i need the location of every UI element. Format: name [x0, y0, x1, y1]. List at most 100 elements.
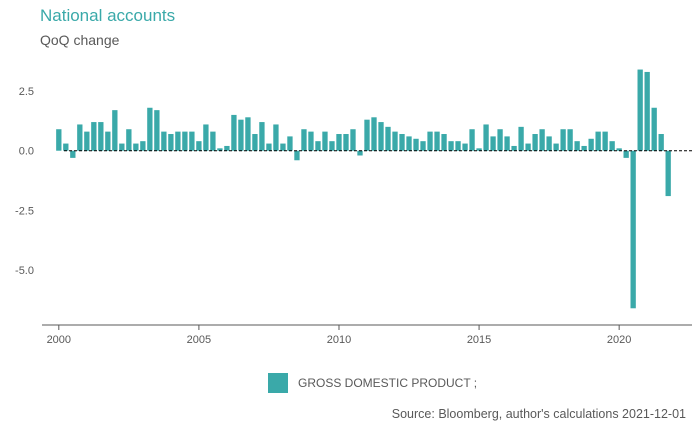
- bar: [476, 148, 482, 151]
- bar: [336, 134, 342, 151]
- y-tick-label: -2.5: [15, 205, 34, 217]
- x-tick-label: 2005: [187, 334, 211, 346]
- bar: [308, 131, 314, 151]
- bar: [280, 143, 286, 151]
- bar: [217, 148, 223, 151]
- chart-title: National accounts: [40, 6, 176, 25]
- bars: [56, 69, 671, 309]
- bar: [84, 131, 90, 151]
- bar: [504, 136, 510, 151]
- bar: [644, 71, 650, 151]
- legend-swatch: [268, 373, 288, 393]
- bar: [462, 143, 468, 151]
- bar: [147, 107, 153, 151]
- bar: [266, 143, 272, 151]
- y-tick-label: 0.0: [19, 146, 34, 158]
- bar: [574, 141, 580, 151]
- bar: [420, 141, 426, 151]
- bar: [161, 131, 167, 151]
- x-tick-label: 2010: [327, 334, 351, 346]
- bar: [196, 141, 202, 151]
- bar: [231, 114, 237, 151]
- bar: [168, 134, 174, 151]
- bar: [567, 129, 573, 151]
- bar: [560, 129, 566, 151]
- bar: [98, 122, 104, 151]
- bar: [175, 131, 181, 151]
- bar: [301, 129, 307, 151]
- x-tick-label: 2000: [47, 334, 71, 346]
- bar: [371, 117, 377, 151]
- bar: [119, 143, 125, 151]
- bar: [203, 124, 209, 151]
- bar: [658, 134, 664, 151]
- bar: [224, 145, 230, 151]
- bar: [511, 145, 517, 151]
- bar: [483, 124, 489, 151]
- bar: [315, 141, 321, 151]
- bar: [56, 129, 62, 151]
- bar: [126, 129, 132, 151]
- bar: [553, 143, 559, 151]
- bar: [651, 107, 657, 151]
- bar: [133, 143, 139, 151]
- bar: [588, 138, 594, 151]
- bar: [490, 136, 496, 151]
- bar: [273, 124, 279, 151]
- bar: [455, 141, 461, 151]
- x-tick-label: 2015: [467, 334, 491, 346]
- bar: [406, 136, 412, 151]
- bar: [392, 131, 398, 151]
- y-tick-label: 2.5: [19, 86, 34, 98]
- legend: GROSS DOMESTIC PRODUCT ;: [268, 373, 477, 393]
- bar: [259, 122, 265, 151]
- bar: [399, 134, 405, 151]
- bar: [616, 148, 622, 151]
- bar: [637, 69, 643, 151]
- bar: [91, 122, 97, 151]
- bar: [77, 124, 83, 151]
- source-note: Source: Bloomberg, author's calculations…: [391, 407, 686, 421]
- bar: [623, 150, 629, 158]
- legend-label: GROSS DOMESTIC PRODUCT ;: [298, 376, 478, 390]
- bar: [364, 119, 370, 151]
- bar: [595, 131, 601, 151]
- bar: [609, 141, 615, 151]
- y-tick-label: -5.0: [15, 265, 34, 277]
- bar: [665, 150, 671, 197]
- bar: [238, 119, 244, 151]
- bar: [448, 141, 454, 151]
- bar: [441, 134, 447, 151]
- bar: [105, 131, 111, 151]
- bar: [140, 141, 146, 151]
- bar: [518, 126, 524, 151]
- bar: [322, 131, 328, 151]
- bar: [546, 136, 552, 151]
- y-axis-ticks: 2.5 0.0 -2.5 -5.0: [15, 86, 34, 277]
- bar: [413, 138, 419, 151]
- bar: [427, 131, 433, 151]
- bar: [329, 141, 335, 151]
- bar: [210, 131, 216, 151]
- bar: [112, 110, 118, 151]
- bar: [63, 143, 69, 151]
- bar: [525, 143, 531, 151]
- bar: [385, 126, 391, 151]
- bar: [539, 129, 545, 151]
- bar: [189, 131, 195, 151]
- x-tick-label: 2020: [607, 334, 631, 346]
- bar: [357, 150, 363, 156]
- bar: [350, 129, 356, 151]
- bar: [630, 150, 636, 309]
- bar: [287, 136, 293, 151]
- bar: [154, 110, 160, 151]
- bar: [434, 131, 440, 151]
- chart-subtitle: QoQ change: [40, 32, 120, 48]
- bar: [70, 150, 76, 158]
- bar: [252, 134, 258, 151]
- bar: [532, 134, 538, 151]
- bar: [602, 131, 608, 151]
- bar: [469, 129, 475, 151]
- bar: [497, 129, 503, 151]
